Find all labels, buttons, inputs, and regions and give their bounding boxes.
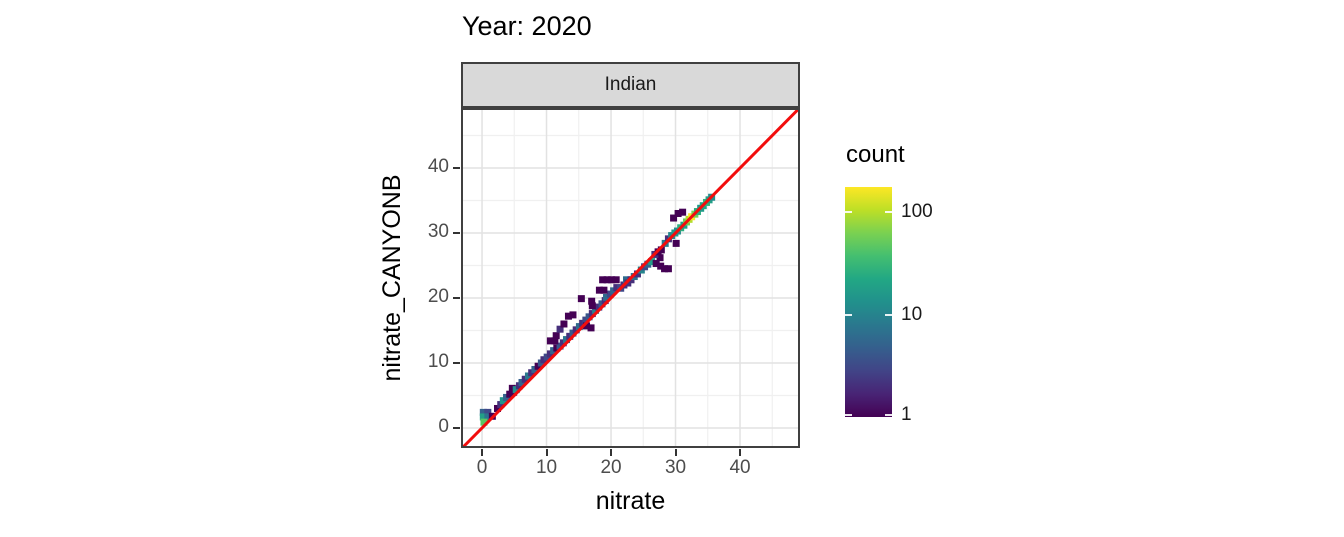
bin2d-cell — [657, 246, 665, 254]
bin2d-cell — [613, 284, 621, 292]
x-axis-title: nitrate — [595, 487, 666, 515]
bin2d-cell — [656, 254, 664, 262]
colorbar-tick — [845, 314, 852, 317]
x-axis-tick-label: 40 — [729, 457, 751, 478]
bin2d-cell — [670, 214, 678, 222]
bin2d-cell — [661, 265, 669, 273]
bin2d-cell — [674, 209, 682, 217]
bin2d-cell — [612, 276, 620, 284]
colorbar-tick — [885, 211, 892, 214]
x-axis-tick-label: 10 — [535, 457, 558, 478]
bin2d-cell — [546, 337, 554, 345]
bin2d-cell — [484, 408, 492, 416]
y-axis-tick — [453, 296, 460, 299]
plot-panel — [461, 108, 800, 448]
bin2d-cell — [603, 276, 611, 284]
x-axis-tick-label: 30 — [664, 457, 687, 478]
legend-title: count — [846, 141, 905, 168]
legend-tick-label: 10 — [901, 304, 923, 326]
colorbar-tick — [885, 414, 892, 416]
y-axis-tick — [453, 361, 460, 364]
facet-strip: Indian — [461, 62, 800, 108]
y-axis-tick-label: 20 — [427, 285, 449, 307]
bin2d-cell — [480, 418, 488, 426]
bin2d-cell — [644, 260, 652, 268]
facet-strip-label: Indian — [604, 74, 657, 95]
x-axis-tick — [674, 449, 677, 456]
bin2d-cell — [551, 337, 559, 345]
bin2d-cell — [588, 297, 596, 305]
x-axis-tick — [545, 449, 548, 456]
y-axis-tick-label: 30 — [427, 220, 449, 242]
y-axis-tick — [453, 166, 460, 169]
identity-reference-line — [461, 108, 800, 448]
bin2d-cell — [494, 404, 502, 412]
bin2d-cell — [506, 390, 514, 398]
bin2d-cell — [657, 262, 665, 270]
bin2d-cell — [588, 302, 596, 310]
colorbar-tick — [845, 414, 852, 416]
bin2d-cell — [569, 311, 577, 319]
y-axis-tick — [453, 231, 460, 234]
y-axis-tick-label: 10 — [427, 350, 449, 372]
plot-title: Year: 2020 — [462, 11, 592, 41]
bin2d-cell — [479, 408, 487, 416]
bin2d-cell — [595, 286, 603, 294]
bin2d-cell — [560, 320, 568, 328]
bin2d-cell — [552, 332, 560, 340]
bin2d-cell — [587, 324, 595, 332]
x-axis-tick — [481, 449, 484, 456]
bin2d-cell — [608, 276, 616, 284]
bin2d-cell — [679, 208, 687, 216]
x-axis-tick — [739, 449, 742, 456]
legend-tick-label: 1 — [901, 404, 912, 425]
legend-tick-label: 100 — [901, 201, 933, 223]
bin2d-cell — [564, 312, 572, 320]
y-axis-title: nitrate_CANYONB — [378, 174, 406, 382]
bin2d-cell — [648, 258, 656, 266]
x-axis-tick — [610, 449, 613, 456]
y-axis-tick-label: 40 — [427, 155, 449, 177]
y-axis-tick — [453, 426, 460, 429]
bin2d-cell — [599, 276, 607, 284]
bin2d-cell — [479, 413, 487, 421]
bin2d-cell — [652, 260, 660, 268]
bin2d-cell — [600, 286, 608, 294]
bin2d-cell — [603, 293, 611, 301]
bin2d-cell — [664, 265, 672, 273]
bin2d-cell — [484, 413, 492, 421]
bin2d-cell — [672, 239, 680, 247]
x-axis-tick-label: 0 — [476, 457, 488, 478]
colorbar-tick — [845, 211, 852, 214]
x-axis-tick-label: 20 — [600, 457, 622, 478]
y-axis-tick-label: 0 — [438, 415, 449, 437]
bin2d-cell — [633, 270, 641, 278]
colorbar-tick — [885, 314, 892, 317]
bin2d-cell — [512, 386, 520, 394]
legend-colorbar — [845, 187, 892, 417]
bin2d-cell — [508, 384, 516, 392]
bin2d-cell — [497, 401, 505, 409]
bin2d-cell — [577, 295, 585, 303]
bin2d-cell — [556, 325, 564, 333]
bin2d-cell — [583, 322, 591, 330]
